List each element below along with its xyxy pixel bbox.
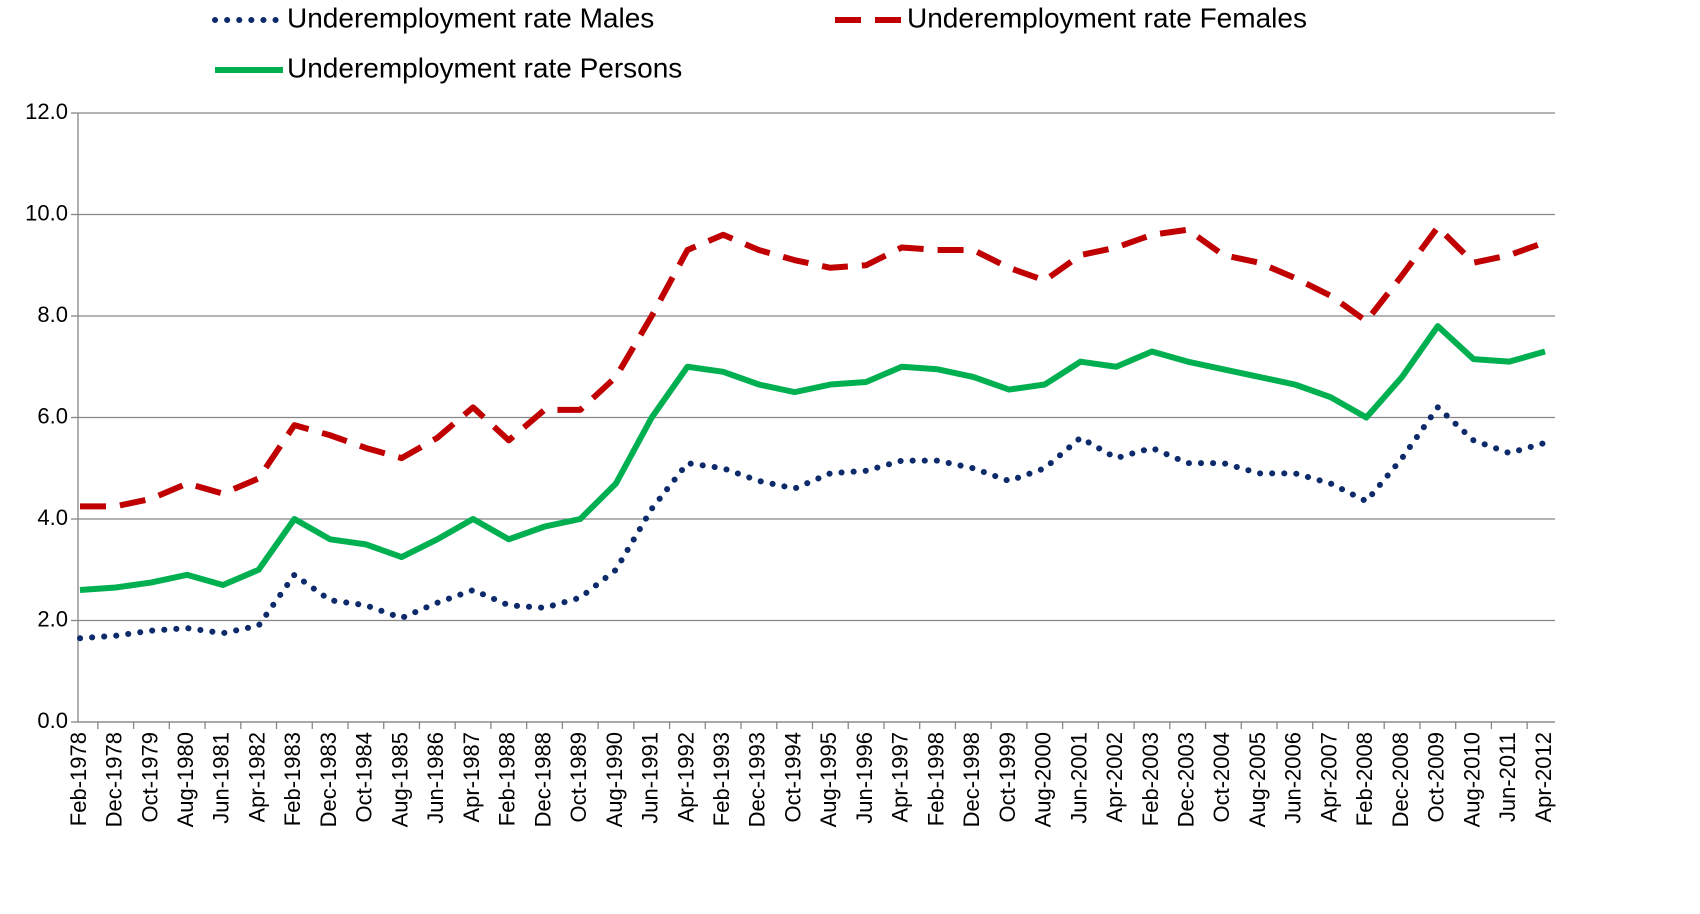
legend-label: Underemployment rate Persons <box>287 52 682 83</box>
y-tick-label: 12.0 <box>25 99 68 124</box>
x-tick-label: Oct-1984 <box>352 732 377 823</box>
x-tick-label: Feb-1988 <box>495 732 520 826</box>
x-tick-label: Feb-1978 <box>66 732 91 826</box>
x-tick-label: Oct-1994 <box>780 732 805 823</box>
x-tick-label: Feb-2008 <box>1352 732 1377 826</box>
x-tick-label: Dec-1978 <box>102 732 127 827</box>
y-tick-label: 6.0 <box>37 403 68 428</box>
x-tick-label: Jun-2011 <box>1495 732 1520 822</box>
x-tick-label: Oct-1989 <box>566 732 591 823</box>
x-tick-label: Apr-2002 <box>1102 732 1127 823</box>
y-tick-label: 2.0 <box>37 606 68 631</box>
x-tick-label: Jun-2001 <box>1066 732 1091 824</box>
x-tick-label: Jun-1981 <box>209 732 234 824</box>
x-tick-label: Dec-1993 <box>745 732 770 827</box>
x-tick-label: Feb-1993 <box>709 732 734 826</box>
x-tick-label: Oct-2004 <box>1209 732 1234 823</box>
series-line <box>80 224 1547 510</box>
x-tick-label: Apr-1992 <box>673 732 698 823</box>
y-tick-label: 10.0 <box>25 200 68 225</box>
x-tick-label: Dec-1998 <box>959 732 984 827</box>
x-tick-label: Apr-2007 <box>1316 732 1341 823</box>
x-tick-label: Jun-1996 <box>852 732 877 824</box>
x-tick-label: Oct-2009 <box>1424 732 1449 823</box>
x-tick-label: Feb-2003 <box>1138 732 1163 826</box>
x-tick-label: Feb-1998 <box>923 732 948 826</box>
x-tick-label: Dec-2003 <box>1173 732 1198 827</box>
y-tick-label: 4.0 <box>37 505 68 530</box>
x-tick-label: Jun-1986 <box>423 732 448 824</box>
x-tick-label: Aug-2010 <box>1459 732 1484 827</box>
y-tick-label: 0.0 <box>37 708 68 733</box>
series-line <box>77 404 1548 642</box>
x-tick-label: Apr-1982 <box>244 732 269 823</box>
x-tick-label: Apr-2012 <box>1531 732 1556 823</box>
x-tick-label: Apr-1997 <box>888 732 913 823</box>
x-tick-label: Dec-1988 <box>530 732 555 827</box>
x-tick-label: Dec-2008 <box>1388 732 1413 827</box>
x-tick-label: Aug-1985 <box>387 732 412 827</box>
x-tick-label: Aug-2000 <box>1031 732 1056 827</box>
x-tick-label: Oct-1999 <box>995 732 1020 823</box>
legend-label: Underemployment rate Females <box>907 2 1307 33</box>
x-tick-label: Dec-1983 <box>316 732 341 827</box>
x-tick-label: Aug-1990 <box>602 732 627 827</box>
series-line <box>79 323 1546 594</box>
x-tick-label: Aug-1995 <box>816 732 841 827</box>
x-tick-label: Apr-1987 <box>459 732 484 823</box>
y-tick-label: 8.0 <box>37 302 68 327</box>
x-tick-label: Aug-2005 <box>1245 732 1270 827</box>
x-tick-label: Jun-2006 <box>1281 732 1306 824</box>
x-tick-label: Jun-1991 <box>638 732 663 824</box>
x-tick-label: Oct-1979 <box>137 732 162 823</box>
x-tick-label: Aug-1980 <box>173 732 198 827</box>
x-tick-label: Feb-1983 <box>280 732 305 826</box>
legend-label: Underemployment rate Males <box>287 2 654 33</box>
